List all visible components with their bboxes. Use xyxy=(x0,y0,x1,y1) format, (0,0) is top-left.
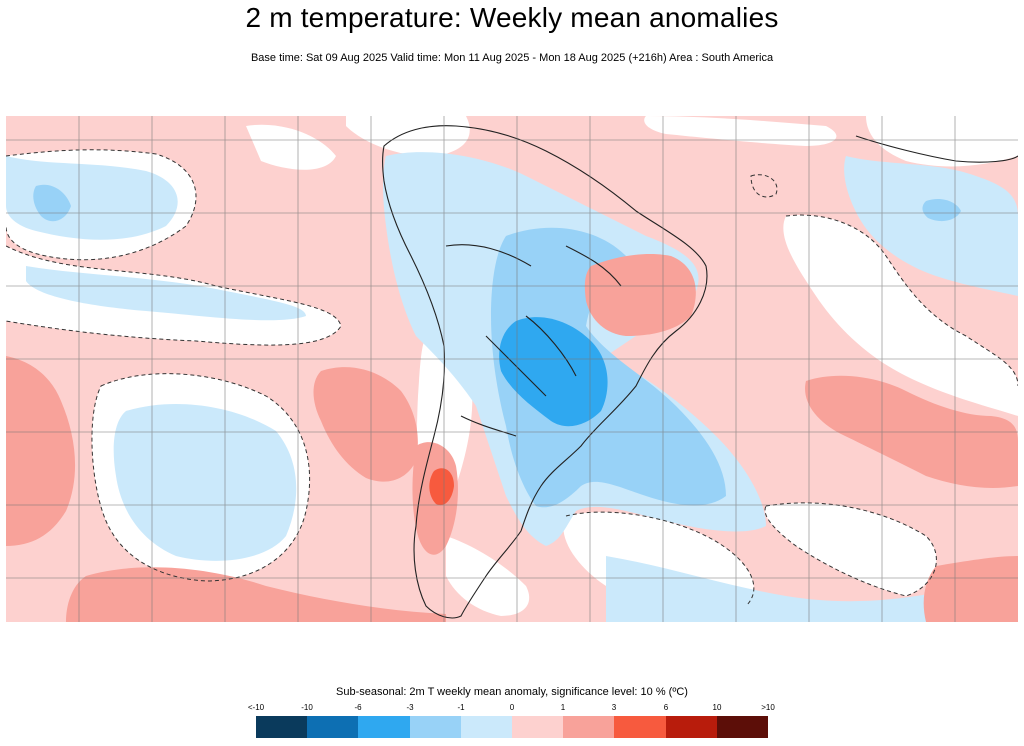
significance-contours xyxy=(6,149,1018,607)
legend-swatch xyxy=(460,716,513,738)
legend-title: Sub-seasonal: 2m T weekly mean anomaly, … xyxy=(336,686,688,698)
legend-tick: >10 xyxy=(761,703,775,712)
legend-tick: -6 xyxy=(354,703,362,712)
legend-swatch xyxy=(716,716,769,738)
legend-tick: -3 xyxy=(406,703,414,712)
map-title: 2 m temperature: Weekly mean anomalies xyxy=(245,2,779,33)
legend-tick: -10 xyxy=(301,703,313,712)
legend-swatch xyxy=(409,716,461,738)
legend-swatch xyxy=(512,716,564,738)
legend-tick: 1 xyxy=(560,703,566,712)
legend-swatch xyxy=(307,716,359,738)
legend-tick: <-10 xyxy=(247,703,265,712)
legend-colorbar xyxy=(256,716,769,738)
legend-swatch xyxy=(665,716,717,738)
legend-tick: -1 xyxy=(457,703,465,712)
legend-tick: 0 xyxy=(509,703,515,712)
moderate-negative-areas xyxy=(33,184,961,508)
legend-tick: 6 xyxy=(663,703,669,712)
strong-positive-areas xyxy=(429,468,454,506)
legend-swatch xyxy=(358,716,410,738)
strong-negative-areas xyxy=(499,317,608,427)
map-subtitle: Base time: Sat 09 Aug 2025 Valid time: M… xyxy=(250,52,774,64)
lat-lon-grid xyxy=(6,116,1018,622)
legend-tick: 10 xyxy=(712,703,722,712)
legend-swatch xyxy=(256,716,308,738)
legend-swatch xyxy=(614,716,666,738)
legend-tick: 3 xyxy=(611,703,617,712)
anomaly-map[interactable] xyxy=(6,116,1018,622)
legend-swatch xyxy=(563,716,615,738)
legend-ticks: <-10 -10 -6 -3 -1 0 1 3 6 10 >10 xyxy=(232,703,792,715)
